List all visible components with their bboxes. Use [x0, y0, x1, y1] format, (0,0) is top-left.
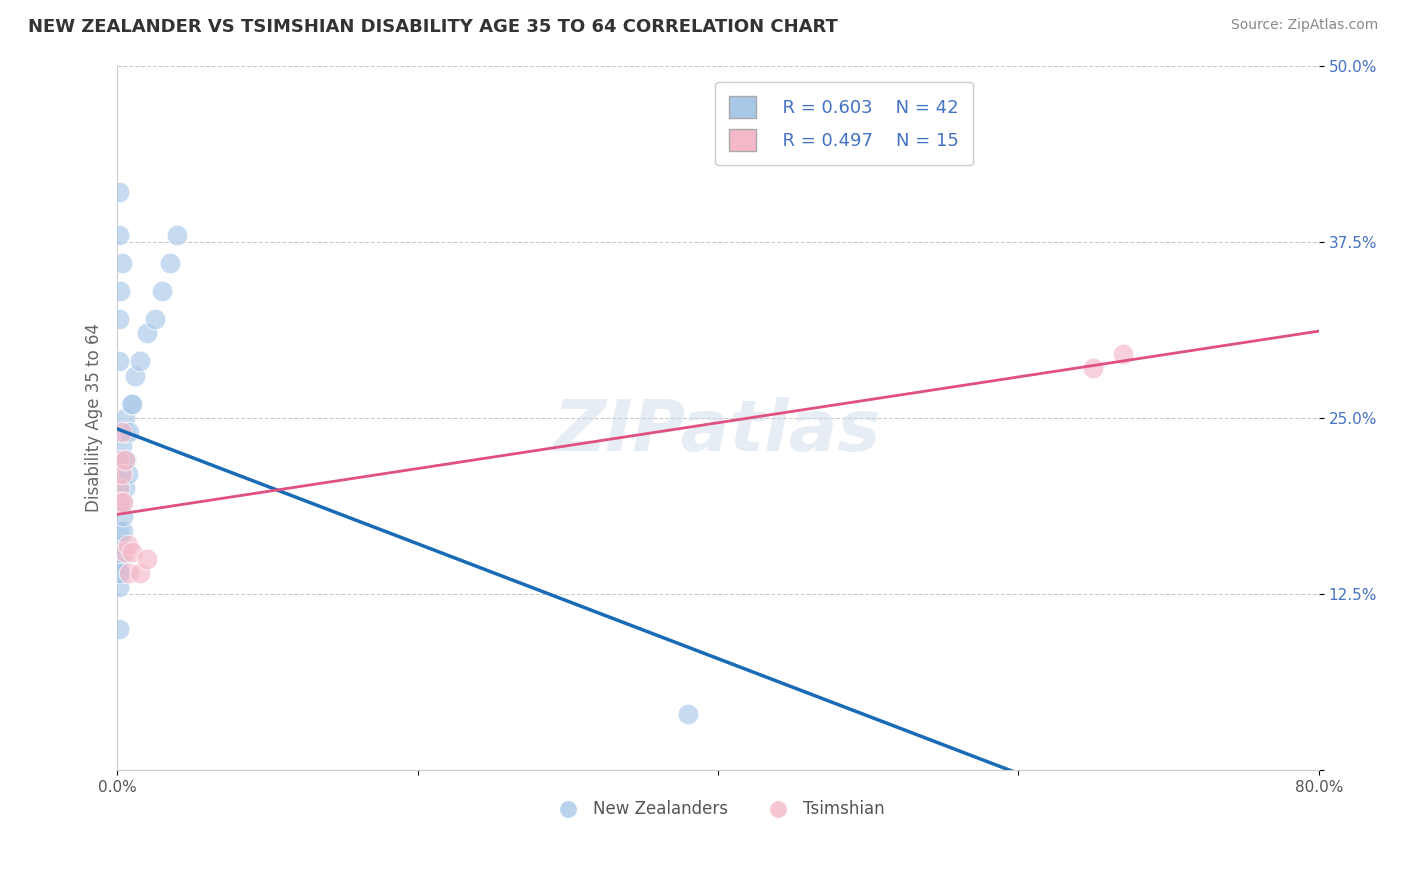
Point	[136, 551, 159, 566]
Point	[128, 566, 150, 580]
Point	[107, 467, 129, 482]
Point	[108, 481, 131, 495]
Point	[111, 256, 134, 270]
Point	[107, 495, 129, 509]
Point	[143, 312, 166, 326]
Point	[114, 544, 136, 558]
Point	[107, 453, 129, 467]
Point	[124, 368, 146, 383]
Point	[114, 481, 136, 495]
Point	[108, 467, 131, 482]
Point	[128, 354, 150, 368]
Text: NEW ZEALANDER VS TSIMSHIAN DISABILITY AGE 35 TO 64 CORRELATION CHART: NEW ZEALANDER VS TSIMSHIAN DISABILITY AG…	[28, 18, 838, 36]
Point	[1112, 347, 1135, 361]
Point	[121, 397, 143, 411]
Point	[136, 326, 159, 341]
Point	[117, 538, 139, 552]
Point	[114, 453, 136, 467]
Point	[111, 467, 134, 482]
Point	[108, 284, 131, 298]
Point	[108, 566, 131, 580]
Legend: New Zealanders, Tsimshian: New Zealanders, Tsimshian	[544, 794, 891, 825]
Point	[107, 453, 129, 467]
Point	[117, 467, 139, 482]
Point	[120, 397, 142, 411]
Point	[107, 580, 129, 594]
Point	[107, 227, 129, 242]
Point	[150, 284, 173, 298]
Point	[107, 312, 129, 326]
Y-axis label: Disability Age 35 to 64: Disability Age 35 to 64	[86, 323, 103, 512]
Point	[108, 495, 131, 509]
Point	[1083, 361, 1105, 376]
Point	[118, 425, 141, 439]
Point	[166, 227, 188, 242]
Point	[121, 544, 143, 558]
Point	[107, 186, 129, 200]
Point	[107, 524, 129, 538]
Point	[112, 524, 135, 538]
Text: Source: ZipAtlas.com: Source: ZipAtlas.com	[1230, 18, 1378, 32]
Point	[108, 551, 131, 566]
Point	[107, 354, 129, 368]
Point	[111, 495, 134, 509]
Point	[111, 453, 134, 467]
Point	[107, 481, 129, 495]
Point	[118, 566, 141, 580]
Point	[107, 622, 129, 636]
Point	[115, 453, 138, 467]
Point	[107, 481, 129, 495]
Point	[111, 439, 134, 453]
Text: ZIPatlas: ZIPatlas	[554, 398, 882, 467]
Point	[111, 425, 134, 439]
Point	[107, 566, 129, 580]
Point	[114, 425, 136, 439]
Point	[676, 706, 699, 721]
Point	[159, 256, 181, 270]
Point	[114, 410, 136, 425]
Point	[108, 538, 131, 552]
Point	[112, 509, 135, 524]
Point	[112, 495, 135, 509]
Point	[107, 551, 129, 566]
